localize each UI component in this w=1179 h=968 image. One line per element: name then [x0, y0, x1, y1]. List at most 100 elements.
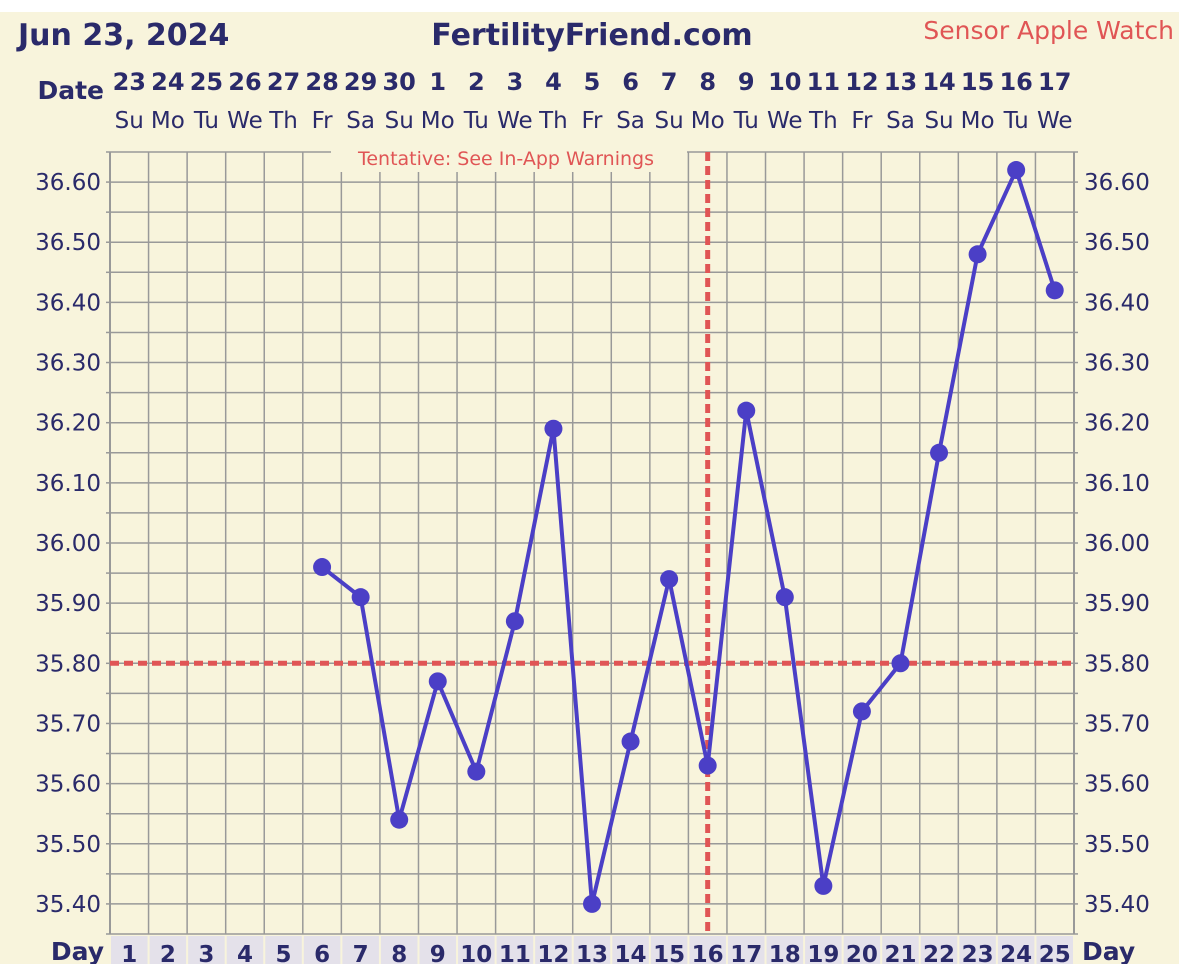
temperature-point[interactable]	[351, 588, 370, 607]
day-cell	[805, 936, 842, 964]
day-number: 6	[314, 942, 330, 964]
date-label: 25	[190, 68, 223, 96]
day-cell	[920, 936, 958, 964]
day-number: 20	[846, 942, 878, 964]
day-cell	[766, 936, 804, 964]
ytick-label-left: 36.10	[35, 471, 101, 497]
date-label: 2	[468, 68, 485, 96]
date-label: 10	[768, 68, 801, 96]
day-cell	[419, 936, 457, 964]
weekday-label: Mo	[961, 108, 995, 134]
day-number: 5	[276, 942, 292, 964]
temperature-point[interactable]	[467, 762, 486, 781]
weekday-label: Su	[924, 108, 953, 134]
weekday-label: Th	[808, 108, 838, 134]
temperature-point[interactable]	[891, 654, 910, 673]
day-number: 3	[198, 942, 214, 964]
day-cell	[882, 936, 919, 964]
ytick-label-left: 35.60	[35, 772, 101, 798]
temperature-point[interactable]	[621, 732, 640, 751]
weekday-label: Su	[655, 108, 684, 134]
ytick-label-left: 35.40	[35, 892, 101, 918]
ytick-label-right: 36.10	[1084, 471, 1150, 497]
date-label: 1	[429, 68, 446, 96]
ytick-label-left: 35.50	[35, 832, 101, 858]
temperature-point[interactable]	[814, 876, 833, 895]
ytick-label-right: 35.80	[1084, 651, 1150, 677]
ytick-label-left: 36.30	[35, 351, 101, 377]
tentative-notice: Tentative: See In-App Warnings	[357, 148, 654, 170]
temperature-point[interactable]	[390, 810, 409, 829]
date-label: 5	[584, 68, 601, 96]
day-number: 14	[615, 942, 647, 964]
date-label: 12	[845, 68, 878, 96]
ytick-label-right: 36.00	[1084, 531, 1150, 557]
day-cell	[149, 936, 187, 964]
chart-date: Jun 23, 2024	[16, 18, 229, 53]
day-cell	[959, 936, 996, 964]
notice-background	[331, 146, 687, 172]
weekday-label: Sa	[346, 108, 375, 134]
sensor-label: Sensor Apple Watch	[923, 16, 1174, 45]
date-label: 17	[1038, 68, 1071, 96]
date-label: 28	[305, 68, 338, 96]
site-title: FertilityFriend.com	[431, 18, 752, 53]
date-label: 29	[344, 68, 377, 96]
ytick-label-right: 36.40	[1084, 290, 1150, 316]
weekday-label: Mo	[421, 108, 455, 134]
temperature-point[interactable]	[737, 401, 756, 420]
day-number: 23	[962, 942, 994, 964]
day-cell	[689, 936, 726, 964]
weekday-label: Th	[538, 108, 568, 134]
day-cell	[380, 936, 418, 964]
ytick-label-right: 35.60	[1084, 772, 1150, 798]
temperature-point[interactable]	[313, 558, 332, 577]
date-label: 9	[738, 68, 755, 96]
weekday-label: Th	[268, 108, 298, 134]
temperature-point[interactable]	[505, 612, 524, 631]
day-row-label-left: Day	[51, 937, 104, 964]
weekday-label: Sa	[616, 108, 645, 134]
date-label: 27	[267, 68, 300, 96]
weekday-label: Fr	[312, 108, 334, 134]
day-number: 22	[923, 942, 955, 964]
date-label: 4	[545, 68, 562, 96]
temperature-point[interactable]	[544, 419, 563, 438]
date-label: 3	[507, 68, 524, 96]
day-number: 24	[1000, 942, 1032, 964]
temperature-point[interactable]	[1007, 161, 1026, 180]
day-number: 2	[160, 942, 176, 964]
day-number: 25	[1039, 942, 1071, 964]
ytick-label-left: 36.60	[35, 170, 101, 196]
temperature-point[interactable]	[583, 894, 601, 913]
day-cell	[226, 936, 264, 964]
weekday-label: Tu	[733, 108, 759, 134]
temperature-point[interactable]	[968, 245, 987, 264]
temperature-line	[320, 168, 1057, 906]
temperature-point[interactable]	[698, 756, 717, 775]
day-number: 10	[460, 942, 492, 964]
temperature-point[interactable]	[852, 702, 871, 721]
day-number: 18	[769, 942, 801, 964]
day-number: 4	[237, 942, 253, 964]
weekday-label: Mo	[691, 108, 725, 134]
temperature-point[interactable]	[428, 672, 447, 691]
temperature-point[interactable]	[775, 588, 794, 607]
day-number: 16	[692, 942, 724, 964]
temperature-point[interactable]	[930, 443, 949, 462]
weekday-label: Fr	[581, 108, 603, 134]
day-cell	[573, 936, 611, 964]
day-cell	[111, 936, 148, 964]
day-cell	[458, 936, 495, 964]
temperature-point[interactable]	[660, 570, 679, 589]
date-label: 11	[807, 68, 840, 96]
weekday-label: Mo	[151, 108, 185, 134]
ytick-label-right: 36.20	[1084, 411, 1150, 437]
day-number: 11	[499, 942, 531, 964]
ytick-label-left: 35.80	[35, 651, 101, 677]
day-cell	[843, 936, 881, 964]
temperature-point[interactable]	[1045, 281, 1064, 300]
day-cell	[612, 936, 649, 964]
